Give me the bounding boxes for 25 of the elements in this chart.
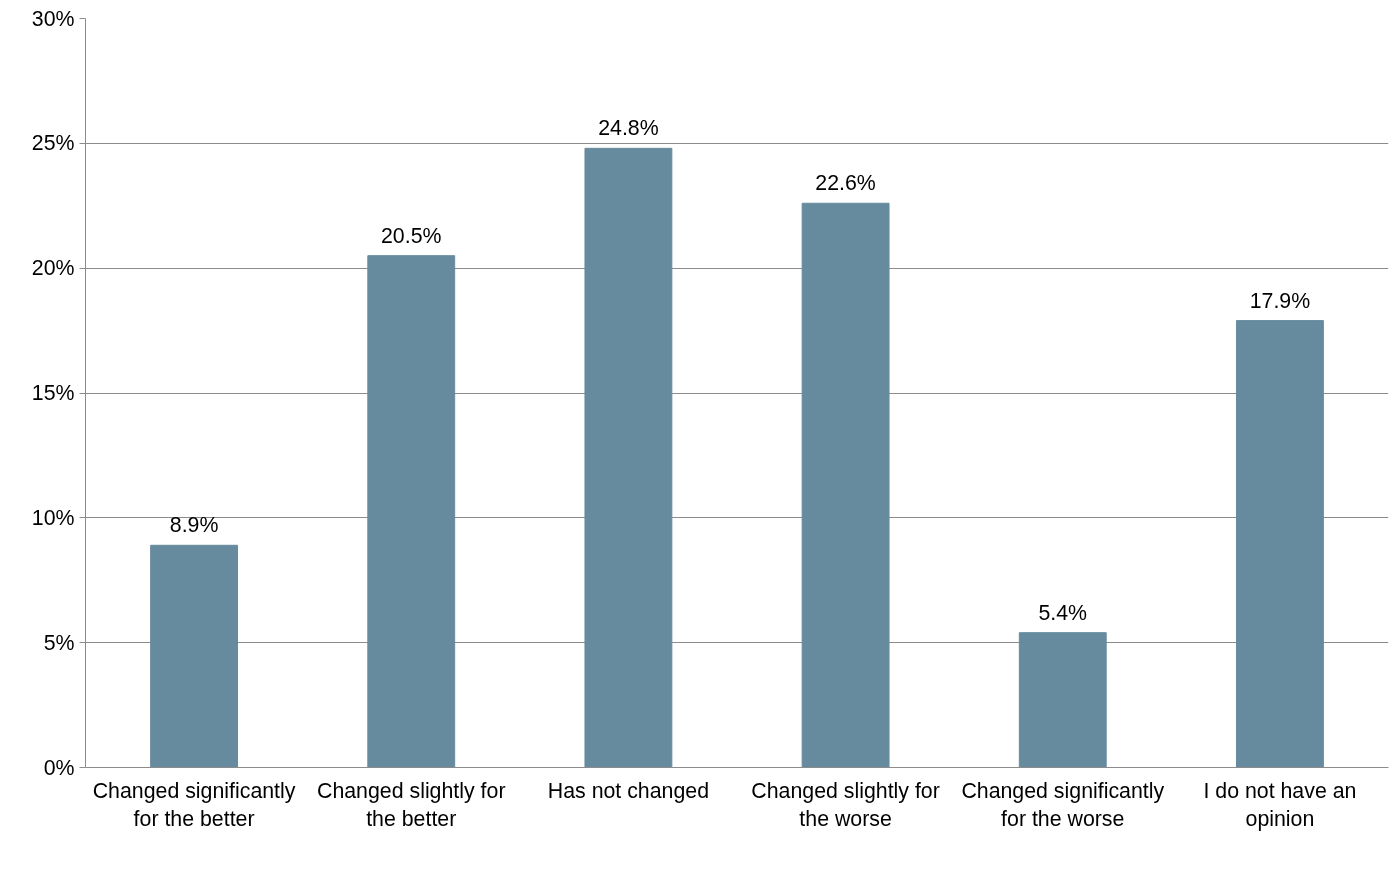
x-tick-label: Has not changed [547,778,710,803]
data-label: 24.8% [598,116,659,141]
x-tick-label: I do not have an opinion [1203,778,1357,832]
y-tick-label: 30% [31,6,75,31]
y-tick-label: 10% [31,505,75,530]
bar [150,544,239,768]
y-tick-label: 5% [43,630,75,655]
y-tick-label: 15% [31,381,75,405]
x-tick-label: Changed significantly for the worse [961,778,1165,832]
bar [1018,632,1107,768]
data-label: 22.6% [815,171,876,196]
bar [367,255,456,768]
data-label: 17.9% [1249,288,1311,313]
bar [1235,320,1324,768]
x-tick-label: Changed slightly for the worse [751,778,940,832]
data-label: 5.4% [1038,600,1088,625]
y-tick-label: 0% [43,755,75,780]
x-tick-label: Changed significantly for the better [92,778,296,832]
data-label: 20.5% [381,223,442,248]
bar [584,147,673,768]
bar [801,202,890,768]
y-tick-label: 25% [31,131,75,156]
data-label: 8.9% [169,513,219,538]
y-tick-label: 20% [31,256,75,281]
x-tick-label: Changed slightly for the better [317,778,506,832]
